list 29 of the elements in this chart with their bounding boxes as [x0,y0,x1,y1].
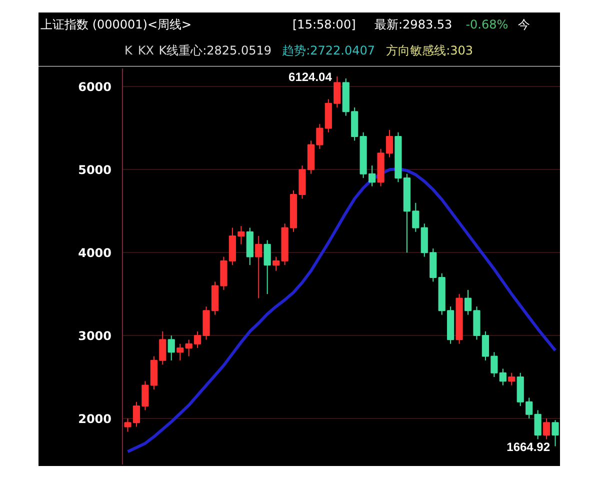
text: -0.68% [466,18,508,32]
text: K线重心:2825.0519 [158,44,272,58]
candlestick [499,368,506,386]
candlestick [552,420,559,447]
text: K [124,44,134,58]
candlestick [255,236,262,299]
y-tick-label: 4000 [78,246,112,260]
y-tick-label: 5000 [78,163,112,178]
candlestick [168,335,175,361]
candlestick [542,418,550,440]
annotation: 1664.92 [506,440,550,454]
line-series [126,167,557,454]
candlestick [534,410,542,440]
candlestick [176,343,184,361]
text: 最新:2983.53 [374,18,452,32]
y-tick-label: 3000 [78,329,112,344]
candlestick [508,372,516,386]
text: 方向敏感线:303 [386,44,474,58]
y-tick-label: 6000 [78,80,112,94]
candlestick [142,380,149,411]
y-tick-label: 2000 [78,412,112,426]
text: 今 [518,18,530,32]
text: [15:58:00] [292,18,356,32]
chart-title: 上证指数 (000001)<周线> [40,18,192,32]
text: 趋势:2722.0407 [282,44,376,58]
candlestick [264,240,271,295]
candlestick [238,226,245,245]
text: KX [138,44,154,58]
annotation: 6124.04 [288,70,332,84]
